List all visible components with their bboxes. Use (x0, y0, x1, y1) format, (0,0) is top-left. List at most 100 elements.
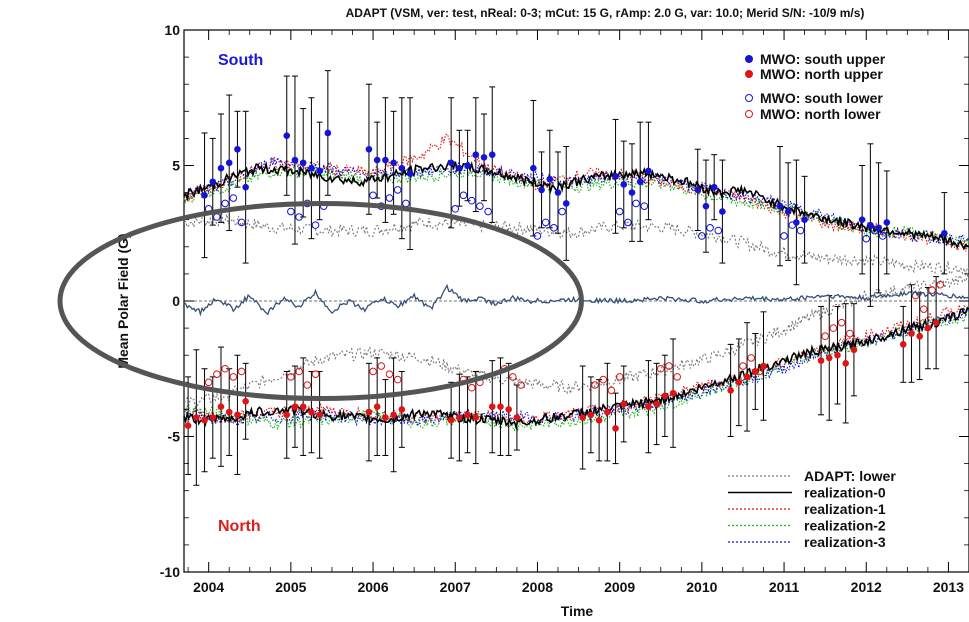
x-tick-label: 2008 (522, 579, 553, 595)
north-upper-point (201, 416, 208, 424)
legend-label: realization-0 (804, 485, 886, 501)
legend-marker (745, 55, 753, 63)
x-tick-label: 2013 (933, 579, 964, 595)
series-adapt-lower-north (183, 273, 969, 409)
north-upper-point (899, 341, 907, 348)
x-tick-label: 2007 (440, 579, 471, 595)
x-tick-label: 2009 (604, 579, 635, 595)
south-upper-point (283, 132, 291, 139)
north-lower-point (369, 367, 377, 376)
north-lower-point (508, 373, 517, 381)
south-upper-point (719, 208, 726, 215)
south-upper-point (941, 229, 948, 237)
south-upper-point (867, 221, 874, 229)
north-label: North (218, 518, 261, 535)
south-lower-point (533, 232, 542, 240)
north-upper-point (743, 373, 751, 381)
north-upper-point (308, 408, 315, 416)
north-upper-point (316, 411, 323, 419)
north-upper-point (291, 403, 299, 410)
legend-label: ADAPT: lower (804, 468, 896, 484)
north-lower-point (311, 370, 320, 378)
north-upper-point (299, 403, 307, 410)
south-upper-point (382, 156, 389, 164)
south-upper-point (201, 192, 208, 199)
south-upper-point (546, 175, 554, 183)
highlight-ellipse (57, 200, 584, 402)
legend-marker (745, 94, 753, 102)
south-lower-point (295, 213, 303, 221)
south-upper-point (784, 208, 792, 215)
north-lower-point (607, 386, 616, 395)
north-upper-point (464, 411, 471, 419)
legend-label: realization-2 (804, 518, 886, 534)
north-upper-point (283, 411, 291, 419)
south-upper-point (447, 159, 455, 167)
highlight-layer (57, 200, 584, 402)
north-lower-point (673, 373, 681, 381)
north-upper-point (488, 403, 496, 410)
south-upper-point (480, 154, 488, 161)
north-lower-point (591, 381, 599, 389)
legend-label: MWO: north upper (760, 66, 883, 82)
north-upper-point (825, 354, 833, 362)
north-lower-point (739, 362, 747, 370)
north-upper-point (612, 425, 619, 432)
series-realization-1-south (183, 133, 969, 252)
south-upper-point (464, 162, 471, 169)
south-lower-point (862, 234, 871, 243)
south-upper-point (801, 216, 808, 223)
x-tick-label: 2011 (769, 579, 800, 595)
south-lower-point (550, 224, 558, 232)
series-realization-0-south (183, 159, 969, 251)
south-upper-point (456, 164, 463, 172)
south-lower-point (476, 202, 484, 210)
north-upper-point (850, 346, 858, 354)
north-upper-point (184, 422, 192, 429)
north-upper-point (193, 414, 200, 421)
south-lower-point (624, 218, 632, 227)
north-upper-point (908, 330, 915, 337)
north-upper-point (242, 397, 249, 405)
north-upper-point (513, 414, 521, 421)
north-upper-point (727, 387, 734, 394)
south-upper-point (217, 164, 225, 172)
y-tick-label: 10 (164, 22, 180, 38)
north-upper-point (209, 414, 217, 421)
south-lower-point (698, 232, 706, 240)
south-upper-point (488, 151, 496, 158)
north-lower-point (837, 318, 846, 327)
north-upper-point (587, 411, 595, 419)
north-upper-point (669, 389, 677, 397)
north-upper-point (735, 379, 743, 386)
south-upper-point (776, 202, 784, 210)
north-lower-point (295, 367, 303, 376)
south-lower-point (878, 232, 887, 240)
north-lower-point (919, 305, 928, 313)
delta-layer (183, 283, 969, 317)
legend-label: realization-1 (804, 501, 886, 517)
north-upper-point (579, 414, 586, 421)
north-upper-point (751, 368, 759, 375)
south-lower-point (229, 194, 238, 202)
south-lower-point (632, 199, 640, 208)
legend-label: MWO: south upper (760, 51, 886, 67)
north-upper-point (382, 414, 389, 421)
south-upper-point (472, 151, 480, 158)
south-upper-point (390, 159, 397, 167)
south-lower-point (459, 191, 468, 200)
south-upper-point (291, 156, 299, 164)
north-upper-point (373, 403, 381, 410)
south-lower-point (484, 207, 492, 216)
south-upper-point (562, 200, 570, 207)
north-upper-point (398, 406, 406, 413)
chart-title: ADAPT (VSM, ver: test, nReal: 0-3; mCut:… (346, 6, 865, 20)
y-tick-label: 0 (172, 293, 180, 309)
plot-area (183, 29, 969, 573)
legend-label: realization-3 (804, 534, 886, 550)
south-upper-point (242, 183, 249, 191)
south-lower-point (402, 199, 410, 208)
south-upper-point (636, 178, 644, 186)
south-upper-point (694, 186, 702, 194)
